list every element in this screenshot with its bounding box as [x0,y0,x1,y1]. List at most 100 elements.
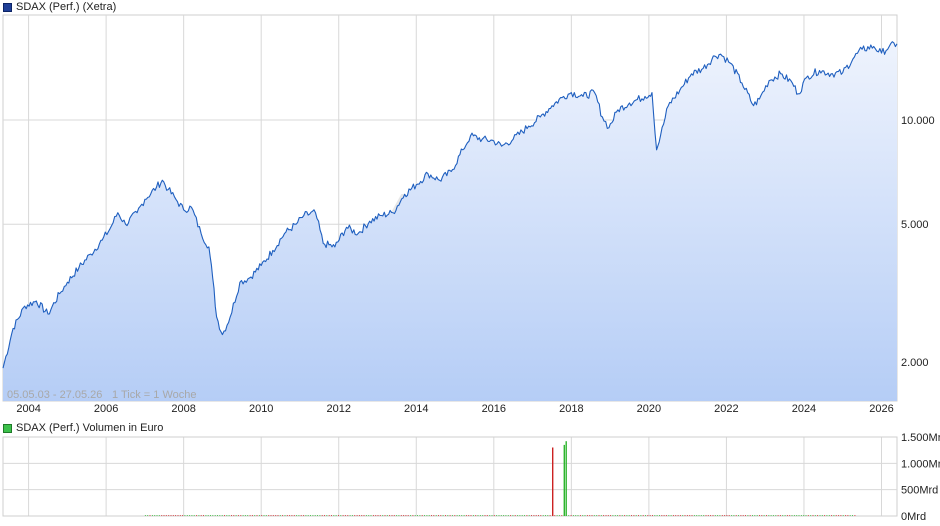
volume-bar [656,515,658,516]
volume-bar [363,515,365,516]
volume-bar [226,515,228,516]
volume-bar [724,515,726,516]
volume-bar [621,515,623,516]
volume-bar [391,515,393,516]
volume-bar [328,515,330,516]
volume-bar [326,515,328,516]
volume-bar [535,515,537,516]
volume-bar [154,515,156,516]
volume-bar [219,515,221,516]
volume-bar [368,515,370,516]
volume-plot-frame [2,436,898,517]
volume-bar [375,515,377,516]
volume-bar [212,515,214,516]
volume-bar [286,515,288,516]
volume-bar [365,515,367,516]
volume-bar [235,515,237,516]
volume-bar [338,515,339,516]
volume-bar [589,515,591,516]
volume-bar [579,515,581,516]
volume-bar [854,515,856,516]
volume-bar [403,515,405,516]
volume-bar [270,515,272,516]
volume-bar [512,515,514,516]
volume-bar [728,515,730,516]
volume-bar [524,515,525,516]
volume-bar [210,515,211,516]
volume-bar [358,515,360,516]
volume-bar [558,515,560,516]
volume-series-label: SDAX (Perf.) Volumen in Euro [16,422,164,434]
volume-bar [805,515,807,516]
volume-bar [468,515,470,516]
volume-bar [445,515,446,516]
volume-bar [384,515,386,516]
volume-bar [282,515,284,516]
volume-bar [454,515,456,516]
volume-bar [645,515,646,516]
volume-bar [819,515,821,516]
volume-bar [249,515,251,516]
volume-bar [682,515,684,516]
volume-bar [144,515,146,516]
volume-bar [679,515,681,516]
volume-bar [640,515,642,516]
volume-bar [205,515,207,516]
volume-bar [361,515,363,516]
volume-bar [424,515,425,516]
volume-bar [745,515,746,516]
volume-bar [593,515,595,516]
volume-bar [161,515,163,516]
volume-bar [372,515,374,516]
volume-bar [242,515,244,516]
volume-bar [405,515,407,516]
volume-bar [603,515,605,516]
volume-bar [782,515,784,516]
volume-bar [324,515,325,516]
volume-bar [800,515,802,516]
price-series-label: SDAX (Perf.) (Xetra) [16,1,117,13]
volume-bar [149,515,151,516]
volume-bar [317,515,318,516]
volume-bar [768,515,770,516]
volume-bar [642,515,644,516]
volume-bar [438,515,439,516]
volume-bar [617,515,619,516]
volume-bar [458,515,460,516]
volume-bar [610,515,612,516]
volume-bar [791,515,793,516]
volume-bar [184,515,186,516]
volume-bar [237,515,239,516]
volume-bar [231,515,232,516]
volume-bar [652,515,653,516]
volume-bar [472,515,474,516]
volume-bar [596,515,598,516]
volume-bar [693,515,695,516]
volume-bar [177,515,179,516]
volume-bar [772,515,774,516]
volume-bar [340,515,342,516]
price-area [3,41,897,401]
volume-bar [251,515,253,516]
volume-bar [561,515,563,516]
volume-bar [521,515,523,516]
volume-bar [670,515,672,516]
volume-bar [168,515,170,516]
volume-bar [531,515,532,516]
volume-bar [717,515,719,516]
volume-bar [344,515,346,516]
volume-bar [396,515,398,516]
volume-bar [351,515,353,516]
volume-bar [151,515,153,516]
volume-bar [740,515,742,516]
volume-bar [407,515,409,516]
volume-bar [719,515,721,516]
volume-panel: 0Mrd 500Mrd 1.000Mrd 1.500Mrd [2,432,940,523]
volume-bar [312,515,314,516]
volume-bar [810,515,812,516]
volume-bar [428,515,430,516]
x-tick-label: 2014 [404,403,428,415]
volume-bar [244,515,246,516]
volume-bar [470,515,472,516]
volume-bar [833,515,835,516]
